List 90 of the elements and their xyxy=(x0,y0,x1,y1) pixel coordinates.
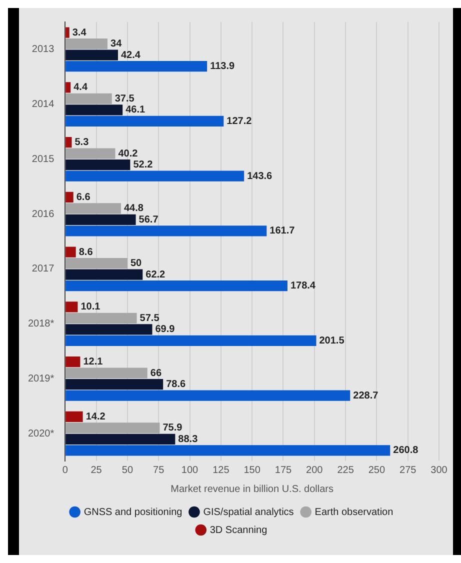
data-label: 75.9 xyxy=(162,422,183,434)
data-label: 5.3 xyxy=(74,137,90,148)
y-tick-label: 2014 xyxy=(32,99,55,110)
data-label: 34 xyxy=(110,38,122,50)
data-label: 52.2 xyxy=(133,160,154,171)
bar xyxy=(66,269,143,280)
data-label: 8.6 xyxy=(78,246,94,258)
x-tick-label: 275 xyxy=(400,464,417,476)
bar xyxy=(66,203,121,214)
bar xyxy=(66,50,118,60)
y-tick-label: 2019* xyxy=(28,373,54,384)
bar xyxy=(66,422,160,434)
data-label: 42.4 xyxy=(120,50,141,61)
bar xyxy=(66,27,70,38)
data-label: 69.9 xyxy=(155,324,176,336)
y-tick-label: 2017 xyxy=(32,264,55,275)
bar xyxy=(66,302,78,312)
bar xyxy=(66,246,76,258)
bar xyxy=(66,324,152,335)
data-label: 37.5 xyxy=(114,93,135,104)
data-label: 10.1 xyxy=(80,302,101,313)
bar xyxy=(66,170,244,182)
data-label: 6.6 xyxy=(76,192,91,203)
y-tick-label: 2016 xyxy=(32,208,55,220)
data-label: 66 xyxy=(150,368,162,379)
x-tick-label: 300 xyxy=(430,464,448,476)
bar xyxy=(66,159,130,170)
bar xyxy=(66,116,224,127)
data-label: 201.5 xyxy=(319,335,345,346)
legend-label: 3D Scanning xyxy=(210,524,268,536)
data-label: 143.6 xyxy=(247,170,273,182)
bar xyxy=(66,148,116,159)
x-tick-label: 250 xyxy=(368,464,386,476)
legend-label: Earth observation xyxy=(314,506,394,518)
bar xyxy=(66,445,390,456)
bar xyxy=(66,192,74,203)
bar xyxy=(66,82,71,93)
data-label: 57.5 xyxy=(140,312,160,324)
data-label: 46.1 xyxy=(126,104,146,116)
x-axis-title: Market revenue in billion U.S. dollars xyxy=(170,484,334,495)
data-label: 50 xyxy=(130,258,142,270)
bar xyxy=(66,280,288,292)
x-tick-label: 100 xyxy=(181,464,199,476)
data-label: 44.8 xyxy=(124,203,144,214)
data-label: 3.4 xyxy=(72,27,87,38)
bar xyxy=(66,434,176,445)
x-tick-label: 25 xyxy=(90,464,102,476)
data-label: 88.3 xyxy=(178,434,198,445)
x-tick-label: 0 xyxy=(62,464,68,476)
bar xyxy=(66,312,137,324)
x-tick-label: 50 xyxy=(122,464,134,476)
data-label: 260.8 xyxy=(393,445,419,456)
y-tick-label: 2015 xyxy=(32,154,55,165)
bar xyxy=(66,411,83,422)
bar xyxy=(66,136,72,148)
bar xyxy=(66,93,112,104)
legend-label: GIS/spatial analytics xyxy=(203,506,294,518)
data-label: 14.2 xyxy=(86,411,106,422)
bar xyxy=(66,356,80,368)
data-label: 178.4 xyxy=(290,280,316,292)
bar xyxy=(66,60,208,72)
bar xyxy=(66,335,316,346)
bar xyxy=(66,104,123,116)
bar xyxy=(66,214,136,226)
x-tick-label: 225 xyxy=(337,464,354,476)
bar xyxy=(66,378,164,390)
x-tick-label: 175 xyxy=(274,464,292,476)
data-label: 62.2 xyxy=(146,269,166,280)
data-label: 12.1 xyxy=(83,356,104,368)
data-label: 228.7 xyxy=(353,390,379,402)
legend-label: GNSS and positioning xyxy=(84,506,182,518)
data-label: 127.2 xyxy=(226,116,252,127)
x-tick-label: 200 xyxy=(306,464,324,476)
data-label: 78.6 xyxy=(166,379,186,390)
data-label: 113.9 xyxy=(210,61,235,72)
data-label: 40.2 xyxy=(118,148,138,160)
data-label: 56.7 xyxy=(138,214,159,226)
bar xyxy=(66,368,148,378)
bar xyxy=(66,390,350,401)
bar xyxy=(66,258,128,269)
x-tick-label: 125 xyxy=(212,464,230,476)
y-tick-label: 2013 xyxy=(32,44,55,56)
x-tick-label: 75 xyxy=(153,464,165,476)
x-tick-label: 150 xyxy=(244,464,261,476)
bar xyxy=(66,226,267,236)
y-tick-label: 2020* xyxy=(28,428,54,440)
data-label: 161.7 xyxy=(270,226,296,237)
data-label: 4.4 xyxy=(74,82,88,94)
bar xyxy=(66,38,108,50)
y-tick-label: 2018* xyxy=(28,318,54,330)
